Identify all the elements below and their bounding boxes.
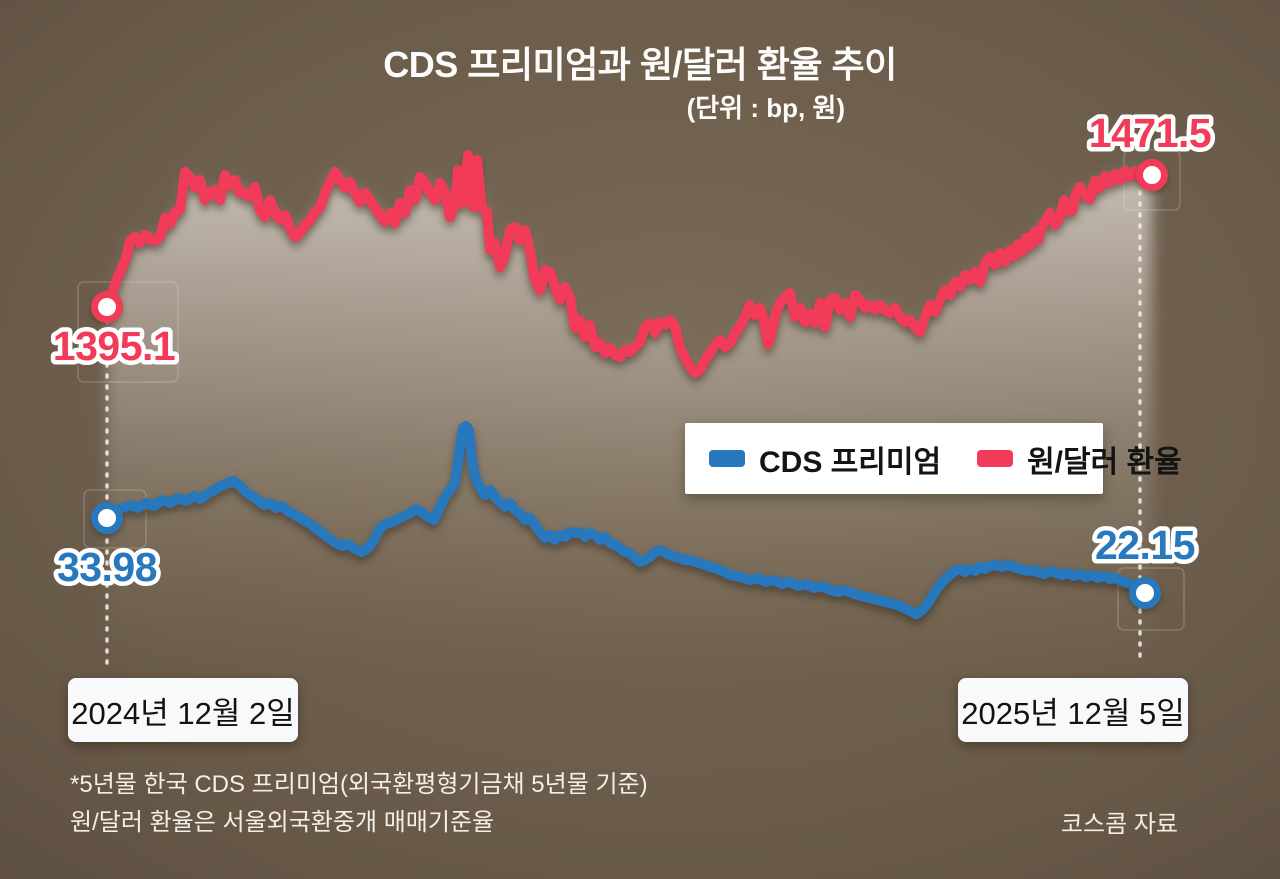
unit-note: (단위 : bp, 원)	[686, 93, 845, 123]
fx-end-marker	[1136, 159, 1168, 191]
fx-end-value: 1471.5	[1089, 110, 1211, 156]
fx-legend-swatch	[977, 450, 1014, 467]
cds-start-value: 33.98	[57, 544, 157, 590]
footnote-line2: 원/달러 환율은 서울외국환중개 매매기준율	[70, 809, 495, 836]
data-source: 코스콤 자료	[1060, 811, 1178, 838]
page-title: CDS 프리미엄과 원/달러 환율 추이	[383, 44, 897, 85]
fx-start-value: 1395.1	[53, 323, 175, 369]
fx-rate-line	[102, 150, 1157, 378]
ghost-box-cds-start	[83, 489, 147, 549]
fx-start-marker	[91, 291, 123, 323]
end-date-box: 2025년 12월 5일	[958, 678, 1188, 742]
chart-legend: CDS 프리미엄 원/달러 환율	[685, 423, 1182, 494]
cds-end-value: 22.15	[1095, 522, 1195, 568]
ghost-box-fx-start	[77, 281, 179, 383]
ghost-box-cds-end	[1117, 567, 1185, 631]
cds-start-marker	[91, 502, 123, 534]
cds-premium-line	[102, 421, 1150, 619]
fx-area-fog	[107, 155, 1152, 676]
cds-legend-label: CDS 프리미엄	[759, 445, 942, 479]
fx-legend-label: 원/달러 환율	[1027, 445, 1182, 479]
footnote-line1: *5년물 한국 CDS 프리미엄(외국환평형기금채 5년물 기준)	[70, 771, 648, 798]
cds-legend-swatch	[709, 450, 745, 467]
cds-end-marker	[1129, 577, 1161, 609]
start-date-box: 2024년 12월 2일	[68, 678, 298, 742]
